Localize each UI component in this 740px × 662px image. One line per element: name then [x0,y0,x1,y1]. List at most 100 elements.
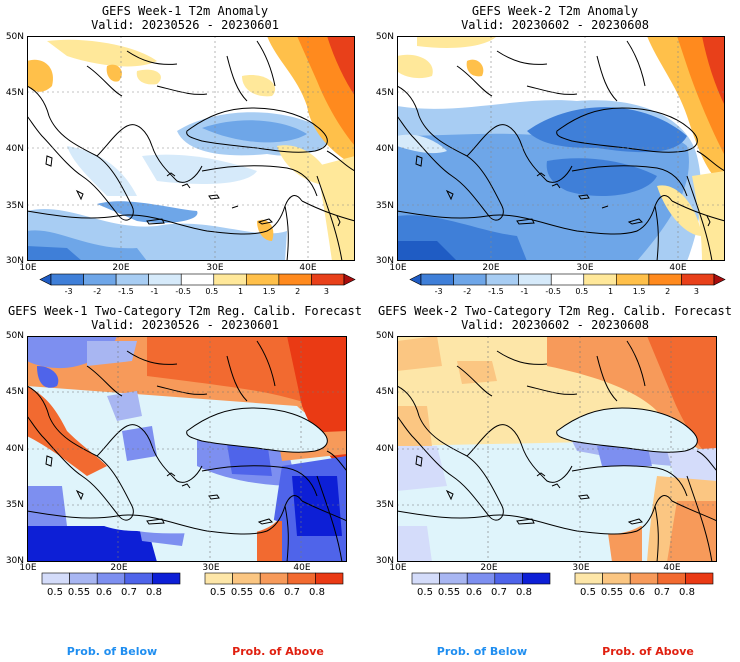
lat-label: 30N [5,556,24,566]
colorbar-swatch [583,273,617,286]
colorbar-swatch [213,273,247,286]
colorbar-label: 0.7 [654,587,670,598]
colorbar-label: 0.7 [491,587,507,598]
colorbar-swatch [574,572,603,585]
colorbar-label: -1 [520,287,529,296]
panel-week1-probability: GEFS Week-1 Two-Category T2m Reg. Calib.… [0,300,370,600]
lat-label: 30N [375,556,394,566]
colorbar-swatch [685,572,714,585]
lon-label: 10E [19,263,37,273]
colorbar-swatch [494,572,523,585]
footer-prob-above: Prob. of Above [602,645,694,658]
lon-label: 10E [19,563,37,573]
probability-map-week2 [397,336,717,562]
lon-label: 10E [389,263,407,273]
panel-valid-dates: Valid: 20230526 - 20230601 [91,18,279,32]
colorbar-label: 0.5 [580,587,596,598]
colorbar-swatch [278,273,312,286]
colorbar-swatch [96,572,126,585]
colorbar-label: 0.5 [205,287,219,296]
colorbar-label: 2 [295,287,301,296]
lon-label: 20E [480,563,498,573]
colorbar-label: 0.7 [121,587,137,598]
colorbar-label: 0.6 [466,587,482,598]
colorbar-label: 0.55 [437,587,461,598]
colorbar-swatch [411,572,440,585]
colorbar-label: 0.8 [309,587,325,598]
colorbar-label: 0.8 [146,587,162,598]
colorbar-swatch [259,572,289,585]
colorbar-label: 1.5 [262,287,276,296]
lat-label: 50N [375,331,394,341]
colorbar-swatch [180,273,215,286]
colorbar-label: 2 [665,287,671,296]
lat-label: 40N [375,144,394,154]
colorbar-swatch [152,572,181,585]
panel-valid-dates: Valid: 20230602 - 20230608 [461,18,649,32]
lat-label: 35N [5,500,24,510]
panel-valid-dates: Valid: 20230602 - 20230608 [461,318,649,332]
colorbar-swatch [343,273,356,286]
colorbar-swatch [39,273,52,286]
colorbar-label: 0.5 [210,587,226,598]
panel-week1-anomaly: GEFS Week-1 T2m Anomaly Valid: 20230526 … [0,0,370,300]
colorbar-label: -1.5 [488,287,504,296]
colorbar-swatch [602,572,631,585]
colorbar-swatch [466,572,496,585]
colorbar-label: 0.55 [600,587,624,598]
colorbar-label: -2 [93,287,102,296]
lat-label: 50N [5,331,24,341]
lon-label: 40E [663,563,681,573]
colorbar-label: 0.6 [96,587,112,598]
colorbar-swatch [681,273,715,286]
colorbar-swatch [41,572,70,585]
colorbar-swatch [409,273,422,286]
footer-prob-below: Prob. of Below [436,645,528,658]
lat-label: 35N [5,201,24,211]
colorbar-label: 0.5 [575,287,589,296]
colorbar-swatch [485,273,519,286]
lon-label: 40E [299,263,317,273]
colorbar-swatch [83,273,117,286]
anomaly-map-week1 [27,36,355,261]
lon-label: 30E [202,563,220,573]
colorbar-swatch [518,273,552,286]
anomaly-colorbar [39,273,356,286]
panel-title: GEFS Week-1 T2m Anomaly [101,4,269,18]
anomaly-map-week2 [397,36,725,261]
colorbar-label: -0.5 [175,287,191,296]
colorbar-swatch [616,273,650,286]
colorbar-swatch [50,273,84,286]
colorbar-label: 0.55 [230,587,254,598]
colorbar-label: 0.8 [516,587,532,598]
lon-label: 10E [389,563,407,573]
colorbar-swatch [115,273,149,286]
lat-label: 30N [5,256,24,266]
colorbar-label: 0.6 [259,587,275,598]
panel-title: GEFS Week-2 T2m Anomaly [471,4,639,18]
panel-week2-anomaly: GEFS Week-2 T2m Anomaly Valid: 20230602 … [370,0,740,300]
lat-label: 40N [5,444,24,454]
lat-label: 40N [5,144,24,154]
colorbar-swatch [713,273,726,286]
lat-label: 50N [375,32,394,42]
lon-label: 20E [112,263,130,273]
lat-label: 30N [375,256,394,266]
colorbar-swatch [550,273,585,286]
colorbar-swatch [311,273,345,286]
colorbar-swatch [204,572,233,585]
colorbar-label: 1.5 [632,287,646,296]
prob-above-colorbar [574,572,714,585]
lat-label: 45N [5,387,24,397]
prob-above-colorbar [204,572,344,585]
probability-map-week1 [27,336,347,562]
colorbar-label: -2 [463,287,472,296]
colorbar-swatch [439,572,468,585]
prob-below-colorbar [41,572,181,585]
lon-label: 20E [110,563,128,573]
lat-label: 50N [5,32,24,42]
colorbar-label: 0.55 [67,587,91,598]
colorbar-label: -0.5 [545,287,561,296]
lon-label: 40E [293,563,311,573]
colorbar-swatch [420,273,454,286]
